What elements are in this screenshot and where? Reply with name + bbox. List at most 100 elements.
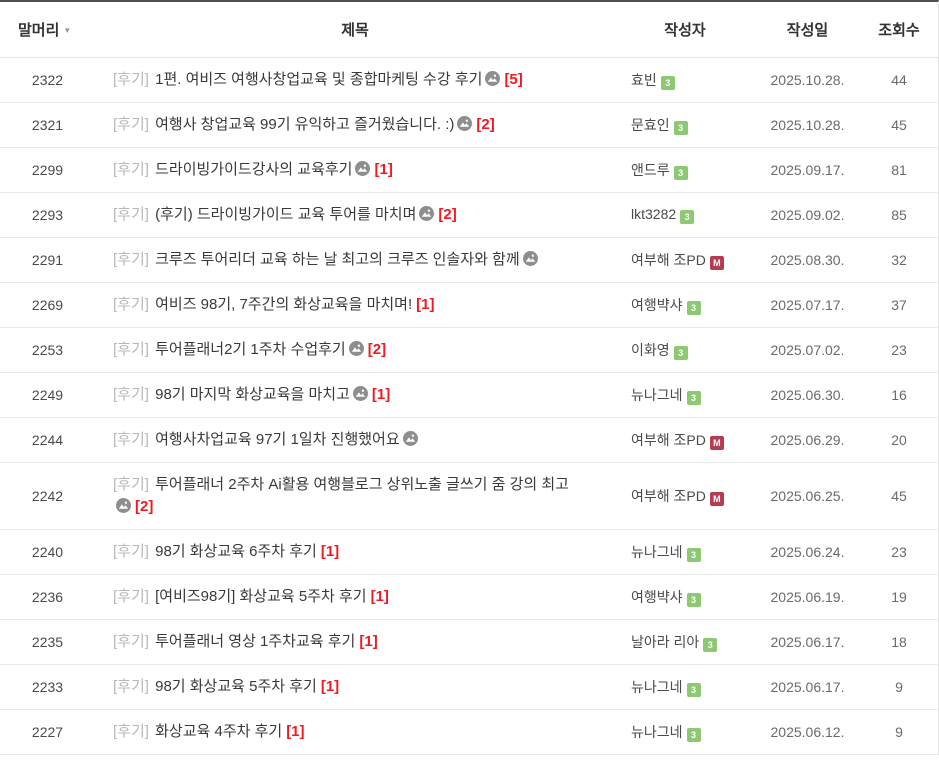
author-link[interactable]: 날아라 리아 [631, 634, 700, 650]
column-header-prefix[interactable]: 말머리 ▼ [0, 19, 95, 40]
table-row: 2233 [후기] 98기 화상교육 5주차 후기 [1] 뉴나그네 3 2025.… [0, 665, 938, 710]
post-views: 45 [891, 488, 907, 504]
table-row: 2240 [후기] 98기 화상교육 6주차 후기 [1] 뉴나그네 3 2025.… [0, 530, 938, 575]
post-views: 32 [891, 252, 907, 268]
post-number: 2236 [31, 589, 64, 605]
comment-count[interactable]: [1] [320, 678, 340, 695]
post-author-cell: 여부해 조PD M [615, 430, 755, 450]
author-link[interactable]: 앤드루 [631, 162, 670, 178]
post-prefix: [후기] [113, 386, 149, 403]
post-title-link[interactable]: [후기] 투어플래너 2주차 Ai활용 여행블로그 상위노출 글쓰기 줌 강의 … [113, 463, 573, 529]
post-author-cell: 뉴나그네 3 [615, 542, 755, 562]
image-attachment-icon [457, 116, 473, 131]
author-link[interactable]: 여부해 조PD [631, 252, 706, 268]
comment-count[interactable]: [2] [438, 206, 457, 223]
post-author-cell: 여행뱍샤 3 [615, 587, 755, 607]
post-title-cell: [후기] 여비즈 98기, 7주간의 화상교육을 마치며! [1] [95, 283, 615, 327]
post-date: 2025.06.24. [770, 544, 845, 560]
post-title: 여행사차업교육 97기 1일차 진행했어요 [155, 431, 400, 448]
post-prefix: [후기] [113, 116, 149, 133]
post-title-link[interactable]: [후기] 여행사차업교육 97기 1일차 진행했어요 [113, 418, 573, 462]
post-author-cell: lkt3282 3 [615, 206, 755, 224]
post-title-link[interactable]: [후기] [여비즈98기] 화상교육 5주차 후기 [1] [113, 575, 573, 619]
comment-count[interactable]: [1] [359, 633, 378, 650]
comment-count[interactable]: [1] [371, 386, 391, 403]
member-level-badge: 3 [703, 638, 718, 652]
post-views: 16 [891, 387, 907, 403]
post-title-link[interactable]: [후기] 크루즈 투어리더 교육 하는 날 최고의 크루즈 인솔자와 함께 [113, 238, 573, 282]
author-link[interactable]: 문효인 [631, 117, 670, 133]
board-rows: 2322 [후기] 1편. 여비즈 여행사창업교육 및 종합마케팅 수강 후기[… [0, 58, 938, 755]
author-link[interactable]: 뉴나그네 [631, 724, 683, 740]
post-title-link[interactable]: [후기] 여비즈 98기, 7주간의 화상교육을 마치며! [1] [113, 283, 573, 327]
author-link[interactable]: 뉴나그네 [631, 679, 683, 695]
post-views: 19 [891, 589, 907, 605]
board-table: 말머리 ▼ 제목 작성자 작성일 조회수 2322 [후기] 1편. 여비즈 여행… [0, 0, 939, 755]
comment-count[interactable]: [2] [135, 498, 154, 515]
post-title: 투어플래너2기 1주차 수업후기 [155, 341, 346, 358]
post-title: (후기) 드라이빙가이드 교육 투어를 마치며 [155, 206, 417, 223]
post-prefix: [후기] [113, 206, 149, 223]
author-link[interactable]: 효빈 [631, 72, 657, 88]
author-link[interactable]: 여부해 조PD [631, 488, 706, 504]
author-link[interactable]: 뉴나그네 [631, 387, 683, 403]
comment-count[interactable]: [1] [286, 723, 305, 740]
comment-count[interactable]: [2] [476, 116, 495, 133]
image-attachment-icon [348, 341, 364, 356]
post-views: 81 [891, 162, 907, 178]
post-date: 2025.06.17. [770, 679, 845, 695]
post-views: 20 [891, 432, 907, 448]
author-link[interactable]: 이화영 [631, 342, 670, 358]
post-title-cell: [후기] 98기 마지막 화상교육을 마치고 [1] [95, 373, 615, 417]
author-link[interactable]: 여행뱍샤 [631, 297, 683, 313]
post-title-link[interactable]: [후기] 여행사 창업교육 99기 유익하고 즐거웠습니다. :) [2] [113, 103, 573, 147]
member-level-badge: 3 [673, 346, 688, 360]
post-title-link[interactable]: [후기] (후기) 드라이빙가이드 교육 투어를 마치며 [2] [113, 193, 573, 237]
comment-count[interactable]: [1] [370, 588, 389, 605]
post-author-cell: 뉴나그네 3 [615, 677, 755, 697]
post-author-cell: 효빈 3 [615, 70, 755, 90]
post-title-link[interactable]: [후기] 투어플래너 영상 1주차교육 후기 [1] [113, 620, 573, 664]
post-title-link[interactable]: [후기] 1편. 여비즈 여행사창업교육 및 종합마케팅 수강 후기 [5] [113, 58, 573, 102]
member-level-badge: 3 [686, 728, 701, 742]
column-header-author: 작성자 [664, 22, 706, 39]
table-row: 2236 [후기] [여비즈98기] 화상교육 5주차 후기 [1] 여행뱍샤 3 … [0, 575, 938, 620]
member-level-badge: 3 [686, 593, 701, 607]
column-header-title: 제목 [341, 22, 369, 39]
comment-count[interactable]: [1] [374, 161, 393, 178]
post-author-cell: 뉴나그네 3 [615, 385, 755, 405]
post-title-cell: [후기] 크루즈 투어리더 교육 하는 날 최고의 크루즈 인솔자와 함께 [95, 238, 615, 282]
post-date: 2025.06.30. [770, 387, 845, 403]
table-row: 2249 [후기] 98기 마지막 화상교육을 마치고 [1] 뉴나그네 3 202… [0, 373, 938, 418]
post-title: [여비즈98기] 화상교육 5주차 후기 [155, 588, 367, 605]
comment-count[interactable]: [1] [320, 543, 340, 560]
post-title-link[interactable]: [후기] 드라이빙가이드강사의 교육후기 [1] [113, 148, 573, 192]
post-title-link[interactable]: [후기] 98기 마지막 화상교육을 마치고 [1] [113, 373, 573, 417]
post-prefix: [후기] [113, 633, 149, 650]
post-title-link[interactable]: [후기] 화상교육 4주차 후기 [1] [113, 710, 573, 754]
table-row: 2322 [후기] 1편. 여비즈 여행사창업교육 및 종합마케팅 수강 후기[… [0, 58, 938, 103]
post-number: 2227 [31, 724, 64, 740]
table-row: 2293 [후기] (후기) 드라이빙가이드 교육 투어를 마치며 [2] lkt… [0, 193, 938, 238]
post-prefix: [후기] [113, 476, 149, 493]
post-title-link[interactable]: [후기] 98기 화상교육 5주차 후기 [1] [113, 665, 573, 709]
member-level-badge: M [709, 436, 724, 450]
author-link[interactable]: 여행뱍샤 [631, 589, 683, 605]
post-prefix: [후기] [113, 341, 149, 358]
post-views: 23 [891, 544, 907, 560]
comment-count[interactable]: [2] [367, 341, 387, 358]
post-author-cell: 앤드루 3 [615, 160, 755, 180]
post-title-link[interactable]: [후기] 투어플래너2기 1주차 수업후기 [2] [113, 328, 573, 372]
post-title: 화상교육 4주차 후기 [155, 723, 283, 740]
post-date: 2025.06.12. [770, 724, 845, 740]
post-date: 2025.09.17. [770, 162, 845, 178]
post-author-cell: 문효인 3 [615, 115, 755, 135]
post-title-link[interactable]: [후기] 98기 화상교육 6주차 후기 [1] [113, 530, 573, 574]
author-link[interactable]: lkt3282 [631, 206, 677, 222]
author-link[interactable]: 뉴나그네 [631, 544, 683, 560]
author-link[interactable]: 여부해 조PD [631, 432, 706, 448]
comment-count[interactable]: [1] [416, 296, 435, 313]
post-title-cell: [후기] [여비즈98기] 화상교육 5주차 후기 [1] [95, 575, 615, 619]
member-level-badge: 3 [686, 548, 701, 562]
comment-count[interactable]: [5] [504, 71, 523, 88]
